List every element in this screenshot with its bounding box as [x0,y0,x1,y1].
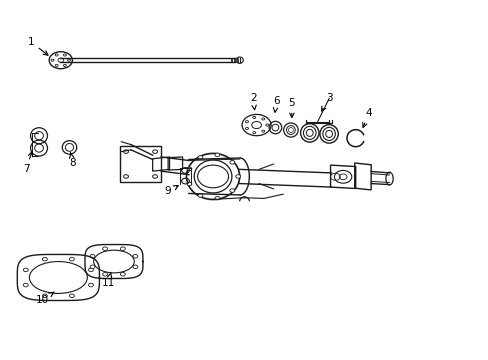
Text: 6: 6 [272,96,279,112]
Text: 4: 4 [362,108,372,127]
Circle shape [42,294,47,298]
Text: 8: 8 [69,153,76,168]
Circle shape [198,156,203,159]
Circle shape [215,196,220,200]
Circle shape [252,132,255,134]
Text: 9: 9 [164,185,178,196]
Circle shape [198,194,203,197]
Circle shape [23,268,28,272]
Text: 1: 1 [27,37,48,55]
Circle shape [90,255,95,258]
Circle shape [102,273,107,276]
Circle shape [245,127,248,130]
Circle shape [235,175,240,178]
Text: 7: 7 [22,152,33,174]
Circle shape [120,247,125,251]
Circle shape [133,265,138,269]
Circle shape [67,59,70,61]
Circle shape [23,283,28,287]
Circle shape [186,167,191,171]
Circle shape [261,118,264,120]
Circle shape [186,182,191,186]
Text: 2: 2 [249,94,256,110]
Circle shape [245,121,248,123]
Circle shape [69,294,74,298]
Circle shape [261,130,264,132]
Circle shape [55,54,58,56]
Circle shape [265,124,268,126]
Circle shape [51,59,54,61]
Circle shape [63,64,66,67]
Circle shape [120,273,125,276]
Circle shape [88,283,93,287]
Circle shape [229,189,234,192]
Circle shape [55,64,58,67]
Circle shape [63,54,66,56]
Circle shape [69,257,74,261]
Circle shape [90,265,95,269]
Circle shape [215,153,220,157]
Circle shape [252,116,255,118]
Text: 10: 10 [36,292,54,305]
Circle shape [229,161,234,164]
Text: 11: 11 [102,272,115,288]
Circle shape [88,268,93,272]
Circle shape [133,255,138,258]
Text: 5: 5 [288,98,295,117]
Circle shape [102,247,107,251]
Circle shape [42,257,47,261]
Text: 3: 3 [321,94,332,111]
